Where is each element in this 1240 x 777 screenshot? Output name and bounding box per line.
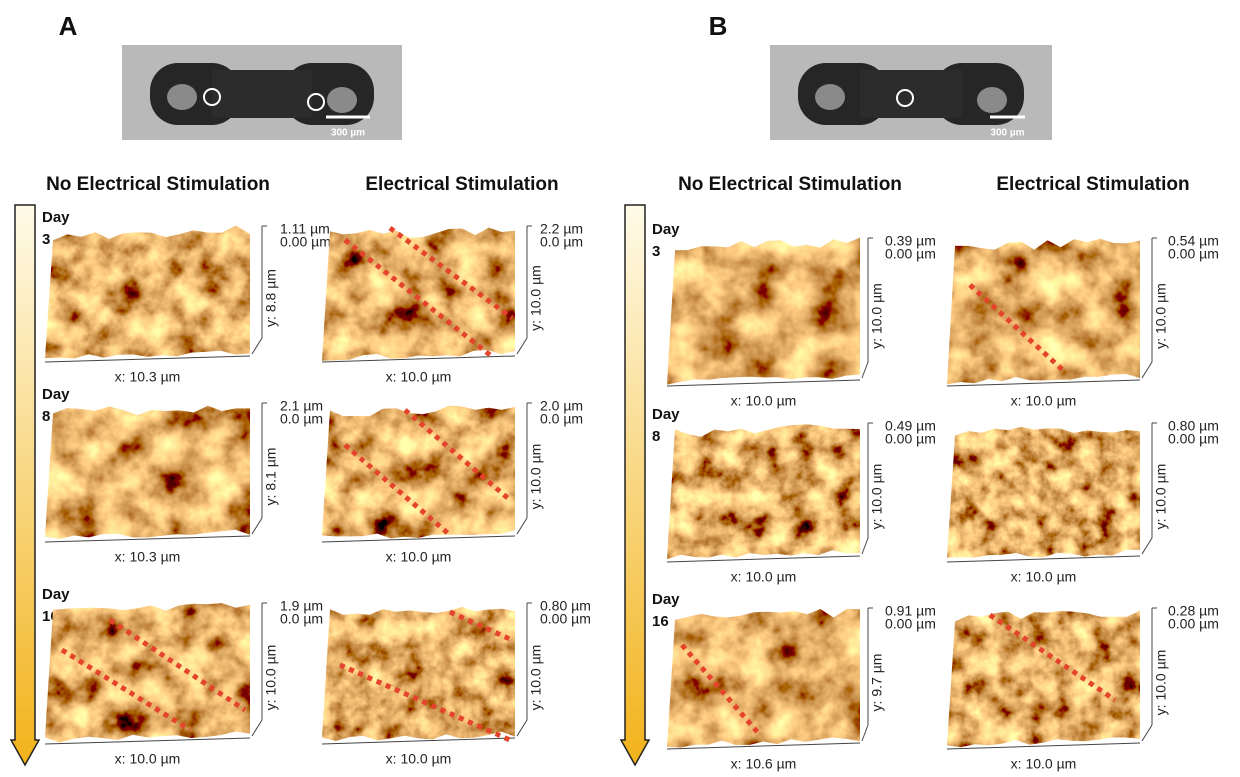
z-min-label: 0.00 µm [1168,431,1219,447]
x-size-label: x: 10.0 µm [386,549,452,565]
afm-surface [45,406,250,539]
x-size-label: x: 10.0 µm [115,751,181,767]
tissue-middle [212,70,312,118]
afm-surface [45,226,250,359]
column-header: No Electrical Stimulation [46,174,270,195]
z-min-label: 0.00 µm [540,611,591,627]
x-axis [322,738,515,744]
x-size-label: x: 10.0 µm [386,751,452,767]
y-axis [252,720,262,736]
y-axis [862,725,868,741]
column-header: Electrical Stimulation [996,174,1189,195]
column-header: No Electrical Stimulation [678,174,902,195]
afm-surface [45,603,250,743]
y-size-label: y: 10.0 µm [528,265,544,331]
panel-label: A [59,11,78,41]
x-size-label: x: 10.6 µm [731,756,797,772]
x-size-label: x: 10.3 µm [115,549,181,565]
x-size-label: x: 10.0 µm [386,369,452,385]
x-size-label: x: 10.3 µm [115,369,181,385]
post-right [327,87,357,113]
panel-label: B [709,11,728,41]
afm-surface [322,406,515,539]
x-size-label: x: 10.0 µm [1011,756,1077,772]
x-size-label: x: 10.0 µm [1011,569,1077,585]
afm-surface [947,239,1140,385]
y-size-label: y: 10.0 µm [869,464,885,530]
z-min-label: 0.0 µm [540,411,583,427]
post-left [815,84,845,110]
afm-surface [667,424,860,559]
y-axis [1142,725,1152,741]
afm-surface [947,427,1140,558]
y-axis [862,362,868,378]
y-axis [1142,538,1152,554]
z-min-label: 0.0 µm [280,411,323,427]
day-word: Day [652,406,680,423]
x-size-label: x: 10.0 µm [1011,393,1077,409]
figure: A 300 µm No Electrical Stimulation Electric… [0,0,1240,777]
x-size-label: x: 10.0 µm [731,393,797,409]
post-left [167,84,197,110]
y-axis [517,338,527,354]
y-size-label: y: 10.0 µm [1153,464,1169,530]
z-min-label: 0.0 µm [540,234,583,250]
y-axis [517,720,527,736]
z-min-label: 0.00 µm [885,246,936,262]
y-size-label: y: 10.0 µm [263,645,279,711]
afm-surface [947,611,1140,748]
day-word: Day [652,591,680,608]
post-right [977,87,1007,113]
z-min-label: 0.00 µm [280,234,331,250]
z-min-label: 0.00 µm [885,616,936,632]
day-word: Day [42,386,70,403]
day-number: 16 [652,613,669,630]
scale-bar-label: 300 µm [990,128,1024,139]
y-size-label: y: 8.1 µm [263,448,279,506]
afm-surface [667,238,860,385]
y-size-label: y: 10.0 µm [528,444,544,510]
y-axis [517,518,527,534]
y-size-label: y: 8.8 µm [263,269,279,327]
x-axis [667,380,860,386]
day-word: Day [42,209,70,226]
x-axis [45,738,250,744]
z-min-label: 0.00 µm [1168,616,1219,632]
time-arrow [11,205,39,765]
y-size-label: y: 10.0 µm [1153,650,1169,716]
time-arrow [621,205,649,765]
afm-surface [667,609,860,748]
y-axis [1142,362,1152,378]
day-number: 8 [652,428,660,445]
y-size-label: y: 10.0 µm [1153,283,1169,349]
z-min-label: 0.0 µm [280,611,323,627]
day-number: 8 [42,408,50,425]
day-number: 3 [42,231,50,248]
y-axis [252,338,262,354]
day-word: Day [652,221,680,238]
column-header: Electrical Stimulation [365,174,558,195]
x-size-label: x: 10.0 µm [731,569,797,585]
z-min-label: 0.00 µm [1168,246,1219,262]
z-min-label: 0.00 µm [885,431,936,447]
afm-surface [322,607,515,741]
y-axis [252,518,262,534]
y-size-label: y: 10.0 µm [528,645,544,711]
y-size-label: y: 10.0 µm [869,283,885,349]
day-word: Day [42,586,70,603]
y-axis [862,538,868,554]
scale-bar-label: 300 µm [331,128,365,139]
day-number: 3 [652,243,660,260]
y-size-label: y: 9.7 µm [869,654,885,712]
